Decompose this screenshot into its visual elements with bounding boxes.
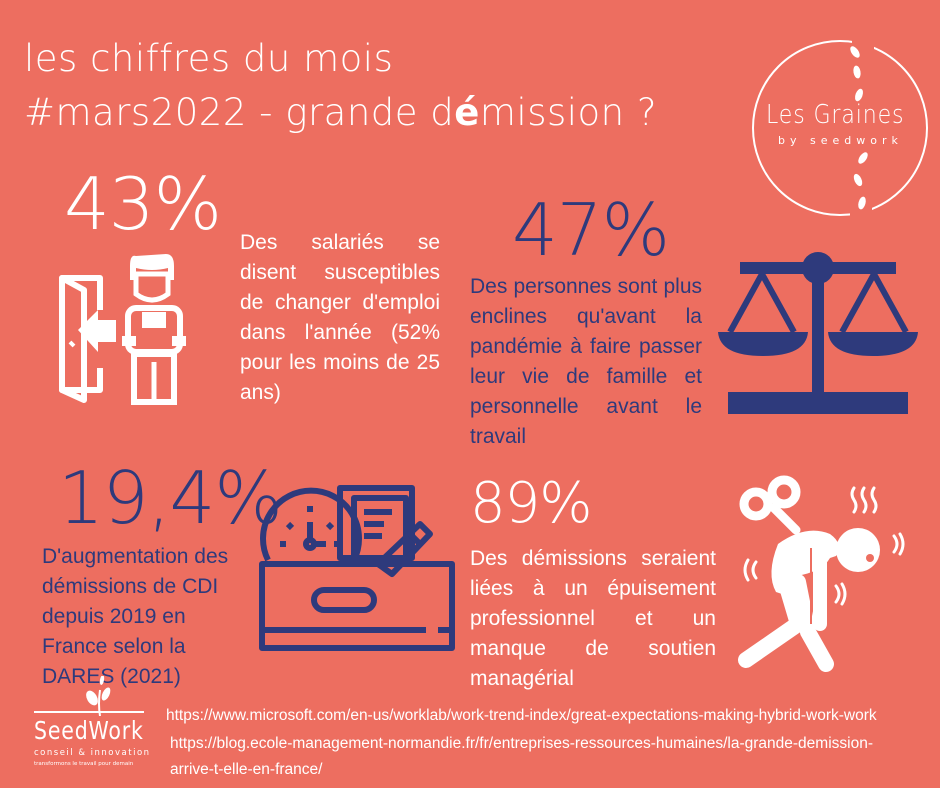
person-leaving-door-icon bbox=[59, 254, 186, 405]
title-line-2-prefix: #mars2022 - grande d bbox=[24, 91, 455, 134]
leaf-stem-icon bbox=[850, 34, 874, 222]
stat-text-43: Des salariés se disent susceptibles de c… bbox=[240, 231, 440, 404]
logo-circle bbox=[752, 40, 928, 216]
title-line-2-suffix: mission ? bbox=[479, 91, 658, 134]
seedwork-logo: SeedWork conseil & innovation transformo… bbox=[30, 676, 160, 776]
exhausted-person-icon bbox=[738, 475, 905, 672]
logo-name: Les Graines bbox=[766, 100, 905, 130]
seedwork-name: SeedWork bbox=[34, 716, 144, 745]
source-link-ecole-normandie-cont[interactable]: arrive-t-elle-en-france/ bbox=[170, 761, 323, 778]
title-line-2-accent: é bbox=[454, 91, 480, 134]
logo-tagline: by seedwork bbox=[778, 134, 903, 147]
logo-divider bbox=[34, 711, 144, 713]
sprout-icon bbox=[86, 676, 111, 716]
stat-text-89: Des démissions seraient liées à un épuis… bbox=[470, 547, 716, 690]
les-graines-logo: Les Graines by seedwork bbox=[752, 34, 928, 222]
stat-value-43: 43% bbox=[64, 162, 222, 246]
office-box-clock-icon bbox=[259, 485, 455, 651]
title-line-2: #mars2022 - grande démission ? bbox=[24, 94, 657, 131]
scales-balance-icon bbox=[718, 252, 918, 414]
stat-text-194: D'augmentation des démissions de CDI dep… bbox=[42, 545, 229, 688]
stat-text-47: Des personnes sont plus enclines qu'avan… bbox=[470, 275, 702, 448]
source-link-microsoft[interactable]: https://www.microsoft.com/en-us/worklab/… bbox=[166, 707, 877, 724]
seedwork-tagline: transformons le travail pour demain bbox=[34, 761, 134, 767]
seedwork-subtitle: conseil & innovation bbox=[34, 748, 151, 758]
title-line-1: les chiffres du mois bbox=[24, 37, 394, 80]
stat-value-89: 89% bbox=[470, 471, 592, 536]
source-link-ecole-normandie[interactable]: https://blog.ecole-management-normandie.… bbox=[170, 735, 873, 752]
stat-value-194: 19,4% bbox=[58, 456, 283, 540]
stat-value-47: 47% bbox=[512, 188, 670, 272]
